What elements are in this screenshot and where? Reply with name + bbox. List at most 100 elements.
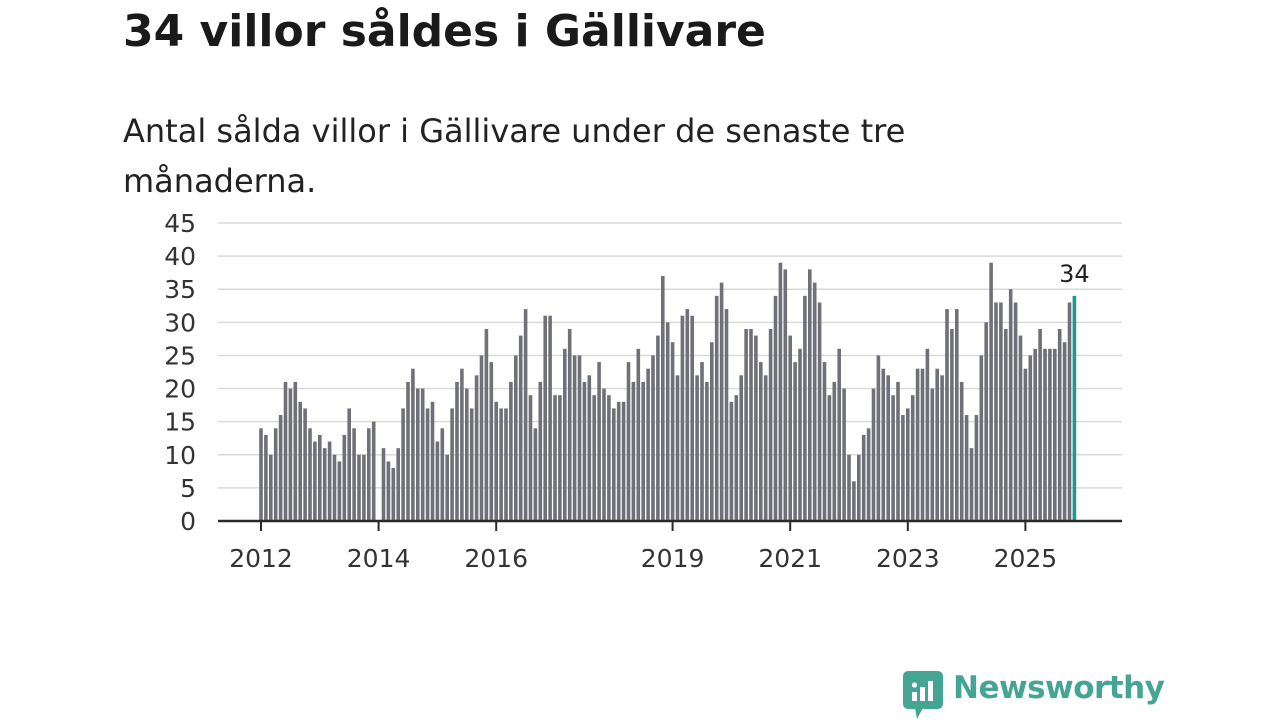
bar [989,262,993,521]
bar [303,408,307,521]
bar [626,362,631,521]
bar [930,388,935,521]
y-tick-label: 15 [164,408,196,437]
bar [514,355,518,521]
bar [445,454,449,521]
bar [1062,342,1067,521]
bar [959,381,964,521]
bar [827,395,832,521]
bar [558,395,562,521]
bar [469,408,474,521]
bar [342,434,347,521]
bar [572,355,577,521]
y-tick-label: 0 [180,507,196,536]
chart-title: 34 villor såldes i Gällivare [123,6,766,57]
bar [528,395,533,521]
bar [984,322,988,521]
bar [783,269,788,521]
bar [950,328,954,521]
bar [861,434,866,521]
bar [705,381,709,521]
bar [479,355,484,521]
bar [264,434,268,521]
bar [621,401,626,521]
bar [778,262,783,521]
bar [420,388,425,521]
bar [278,415,283,521]
bar [734,395,739,521]
bar [1023,368,1028,521]
bar [808,269,812,521]
bar [612,408,616,521]
bar [690,315,694,521]
x-axis-tick-labels: 2012 2014 2016 2019 2021 2023 2025 [229,544,1057,573]
bar [288,388,293,521]
bar [563,348,567,521]
y-tick-label: 45 [164,209,196,238]
bar [994,302,998,521]
bar [822,362,827,521]
bar [308,428,312,521]
bar [269,454,273,521]
bar [484,328,489,521]
bar-chart-speech-bubble-icon [903,671,943,719]
bar [283,381,288,521]
bar [465,388,469,521]
bar [759,362,763,521]
bar [1028,355,1033,521]
bar [719,282,724,521]
bar [749,328,753,521]
bar [631,381,636,521]
highlight-data-label: 34 [1059,260,1090,288]
bar [768,328,773,521]
bar [1053,348,1057,521]
bar [509,381,513,521]
bar [1004,328,1008,521]
x-tick-label: 2021 [758,544,822,573]
bar [597,362,601,521]
bar [318,434,322,521]
bar [518,335,523,521]
bar [1057,328,1062,521]
y-tick-label: 35 [164,275,196,304]
data-labels: 34 [1059,260,1090,288]
bar [812,282,817,521]
bar [739,375,743,521]
bars [259,262,1077,521]
bar [430,401,435,521]
bar [710,342,714,521]
bar [852,481,856,521]
bar [313,441,317,521]
bar [1043,348,1047,521]
bar [259,428,263,521]
bar [661,275,665,521]
bar [636,348,641,521]
bar [744,328,748,521]
bar [964,415,969,521]
bar [675,375,680,521]
y-tick-label: 10 [164,441,196,470]
bar [641,381,645,521]
chart-subtitle: Antal sålda villor i Gällivare under de … [123,112,906,200]
bar [435,441,440,521]
bar [832,381,837,521]
bar [538,381,543,521]
bar [367,428,371,521]
bar [411,368,415,521]
bar [773,295,778,521]
bar [680,315,685,521]
bar [607,395,611,521]
bar [837,348,841,521]
bar [940,375,944,521]
y-tick-label: 40 [164,242,196,271]
y-tick-label: 20 [164,375,196,404]
bar [396,448,400,521]
bar [920,368,925,521]
bar [381,448,386,521]
bar [886,375,890,521]
bar [391,468,396,521]
bar [616,401,621,521]
bar [567,328,572,521]
bar [1038,328,1042,521]
